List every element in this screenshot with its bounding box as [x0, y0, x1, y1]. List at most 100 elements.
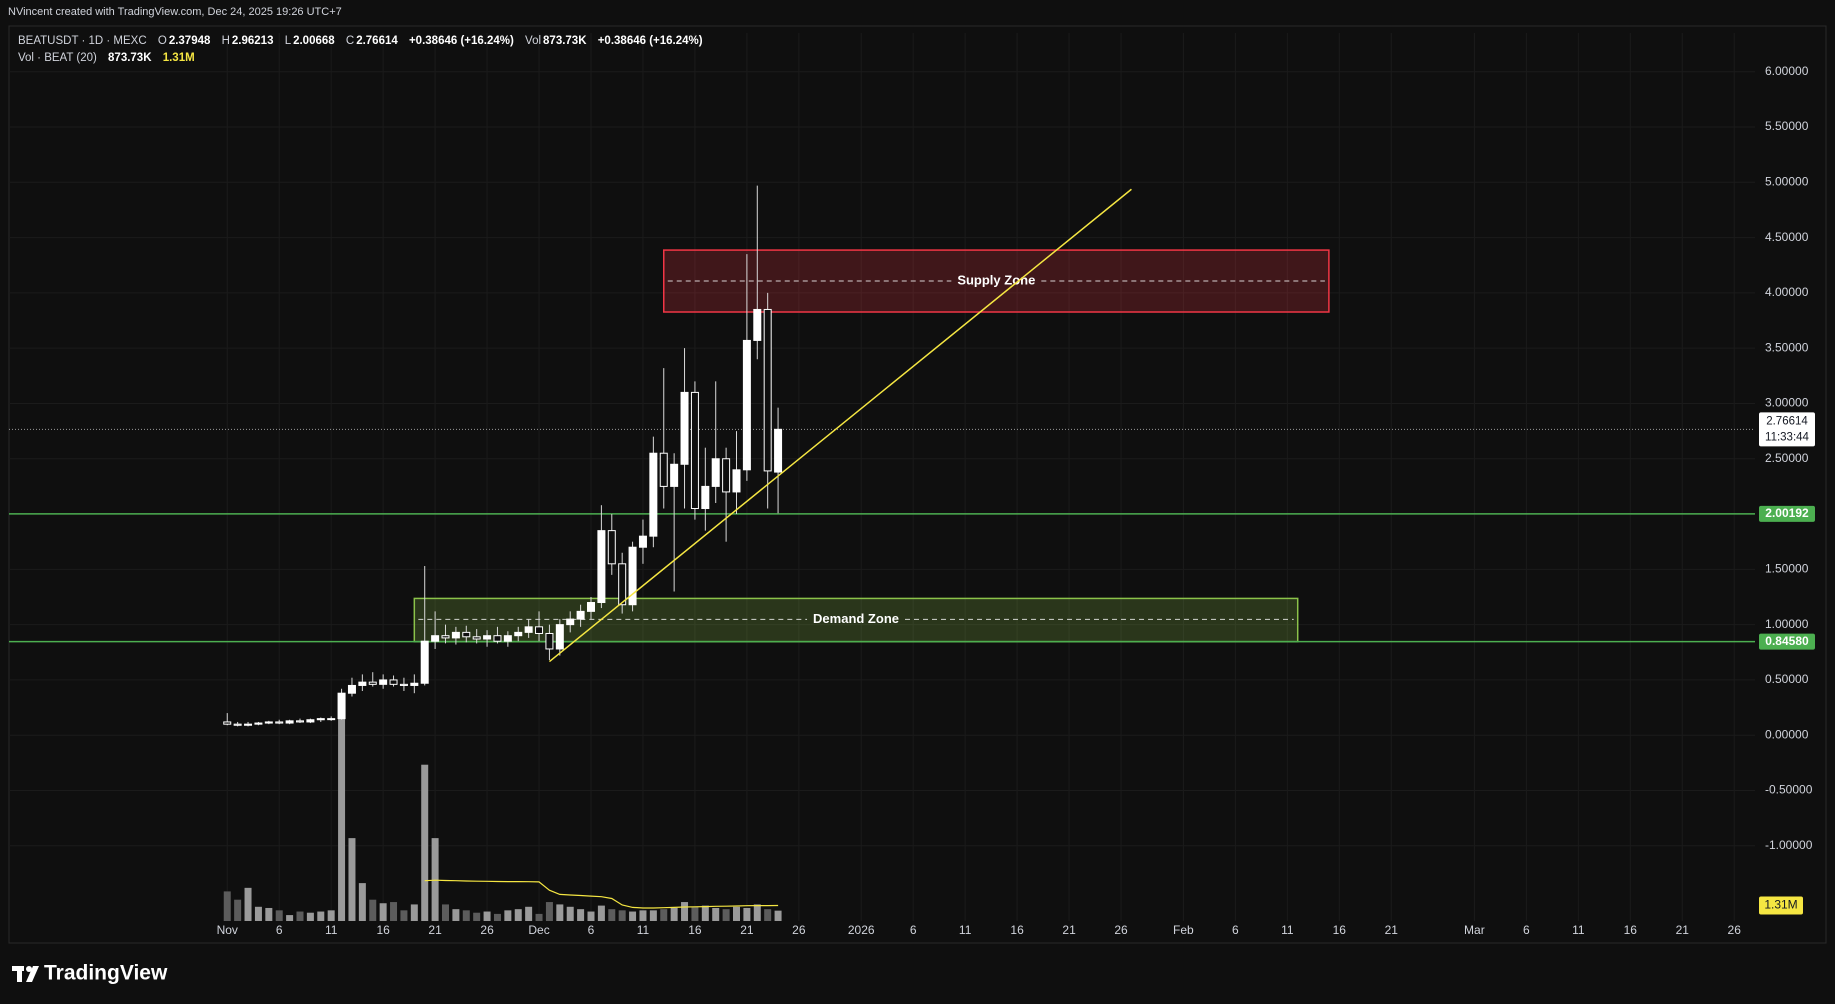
- volume-bar: [712, 907, 720, 921]
- volume-bar: [390, 902, 398, 921]
- x-tick-label: 11: [1572, 923, 1585, 937]
- zone-label: Supply Zone: [957, 272, 1035, 287]
- y-tick-label: 0.00000: [1765, 727, 1809, 741]
- x-tick-label: 11: [325, 923, 338, 937]
- candle-body: [763, 308, 772, 472]
- volume-bar: [525, 906, 533, 921]
- level-tag: [1759, 505, 1815, 522]
- y-tick-label: 2.50000: [1765, 451, 1809, 465]
- volume-bar: [254, 906, 262, 921]
- x-tick-label: 16: [1010, 923, 1024, 937]
- x-tick-label: 26: [480, 923, 494, 937]
- zone-label: Demand Zone: [813, 611, 899, 626]
- volume-bar: [764, 909, 772, 921]
- candle-body: [514, 631, 523, 637]
- x-tick-label: 26: [1114, 923, 1128, 937]
- brand-logo: [12, 966, 39, 982]
- level-label: 0.84580: [1765, 634, 1809, 648]
- volume-bar: [722, 909, 730, 921]
- low-label: L: [284, 35, 292, 47]
- price-tag-countdown: 11:33:44: [1765, 431, 1810, 443]
- legend-line: BEATUSDT · 1D · MEXC O 2.37948 H 2.96213 L…: [18, 35, 705, 47]
- close-label: C: [345, 35, 355, 47]
- candle-body: [753, 308, 762, 341]
- x-tick-label: 21: [740, 923, 754, 937]
- x-tick-label: 21: [1385, 923, 1399, 937]
- study-ma: 1.31M: [162, 52, 195, 64]
- volume-bar: [442, 904, 449, 921]
- volume-bar: [629, 911, 637, 921]
- candle-body: [742, 339, 751, 471]
- y-tick-label: 1.00000: [1765, 617, 1809, 631]
- volume-bar: [649, 910, 657, 921]
- high-value: 2.96213: [231, 35, 274, 47]
- candle-body: [576, 610, 585, 620]
- candle-body: [535, 626, 544, 634]
- volume-bar: [608, 909, 616, 921]
- x-tick-label: 11: [959, 923, 972, 937]
- candle-body: [233, 723, 242, 726]
- volume-bar: [338, 703, 346, 921]
- y-tick-label: 1.50000: [1765, 562, 1809, 576]
- level-tag: [1759, 633, 1815, 650]
- candle-body: [451, 631, 460, 639]
- price-tag: [1759, 412, 1815, 447]
- volume-bar: [514, 909, 522, 921]
- candle-body: [659, 452, 668, 487]
- volume-bar: [597, 905, 605, 921]
- change: +0.38646 (+16.24%): [408, 35, 514, 47]
- volume-bar: [286, 915, 294, 921]
- volume-bar: [452, 909, 460, 921]
- volume-bar: [733, 906, 740, 921]
- x-tick-label: 21: [428, 923, 442, 937]
- candle-body: [420, 640, 429, 684]
- candle-body: [524, 626, 533, 633]
- x-tick-label: 21: [1062, 923, 1076, 937]
- candle-body: [254, 722, 263, 725]
- open-label: O: [157, 35, 167, 47]
- symbol: BEATUSDT · 1D · MEXC: [18, 35, 147, 47]
- zone: [663, 249, 1330, 313]
- volume-ma-line: [424, 879, 779, 909]
- volume-label: Vol: [525, 35, 542, 47]
- volume-bar: [660, 909, 668, 921]
- volume-bar: [535, 913, 543, 921]
- volume-bar: [462, 910, 470, 921]
- candle-body: [566, 618, 575, 626]
- ma-tag-label: 1.31M: [1764, 898, 1797, 912]
- low-value: 2.00668: [293, 35, 335, 47]
- volume-bar: [223, 891, 231, 921]
- y-tick-label: -0.50000: [1765, 783, 1813, 797]
- volume-bar: [681, 902, 689, 921]
- trend-line: [548, 188, 1132, 663]
- x-tick-label: 6: [1232, 923, 1239, 937]
- candle-body: [337, 692, 346, 720]
- volume-bar: [244, 887, 252, 921]
- volume-bar: [483, 911, 491, 921]
- x-tick-label: 11: [1281, 923, 1294, 937]
- x-tick-label: 26: [792, 923, 806, 937]
- ma-tag: [1759, 896, 1803, 915]
- candle-body: [483, 635, 492, 640]
- volume-bar: [421, 764, 429, 921]
- candle-body: [701, 485, 710, 510]
- volume-bar: [473, 912, 481, 921]
- y-tick-label: 4.00000: [1765, 285, 1809, 299]
- volume-bar: [618, 910, 626, 921]
- y-tick-label: 3.00000: [1765, 396, 1809, 410]
- volume-bar: [753, 904, 761, 921]
- chart-frame: [8, 25, 1827, 944]
- candle-body: [347, 684, 356, 694]
- volume-bar: [327, 910, 335, 921]
- x-tick-label: 16: [1624, 923, 1638, 937]
- candle-body: [399, 683, 408, 686]
- candle-body: [493, 635, 502, 642]
- candle-body: [607, 530, 616, 565]
- price-tag-value: 2.76614: [1766, 415, 1808, 427]
- candle-body: [618, 563, 627, 606]
- volume-bar: [369, 899, 377, 921]
- candle-body: [389, 679, 398, 685]
- candle-body: [264, 721, 273, 724]
- candle-body: [368, 681, 377, 685]
- y-tick-label: 4.50000: [1765, 230, 1809, 244]
